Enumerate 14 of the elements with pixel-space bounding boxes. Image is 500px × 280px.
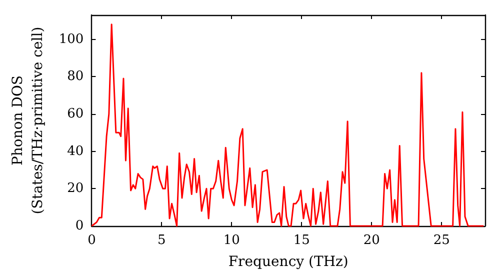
x-tick-label: 15 bbox=[293, 233, 310, 248]
x-tick-label: 5 bbox=[158, 233, 166, 248]
x-tick-label: 25 bbox=[433, 233, 450, 248]
y-axis-title: Phonon DOS (States/THz·primitive cell) bbox=[10, 26, 46, 214]
x-tick-label: 10 bbox=[223, 233, 240, 248]
x-tick-label: 0 bbox=[88, 233, 96, 248]
y-tick-label: 100 bbox=[58, 32, 84, 47]
y-tick-label: 0 bbox=[75, 218, 84, 234]
x-tick-label: 20 bbox=[363, 233, 380, 248]
y-tick-label: 40 bbox=[67, 144, 84, 159]
y-tick-label: 80 bbox=[67, 69, 84, 84]
y-tick-label: 20 bbox=[67, 181, 84, 196]
x-axis-title: Frequency (THz) bbox=[228, 254, 348, 270]
y-tick-label: 60 bbox=[67, 106, 84, 122]
